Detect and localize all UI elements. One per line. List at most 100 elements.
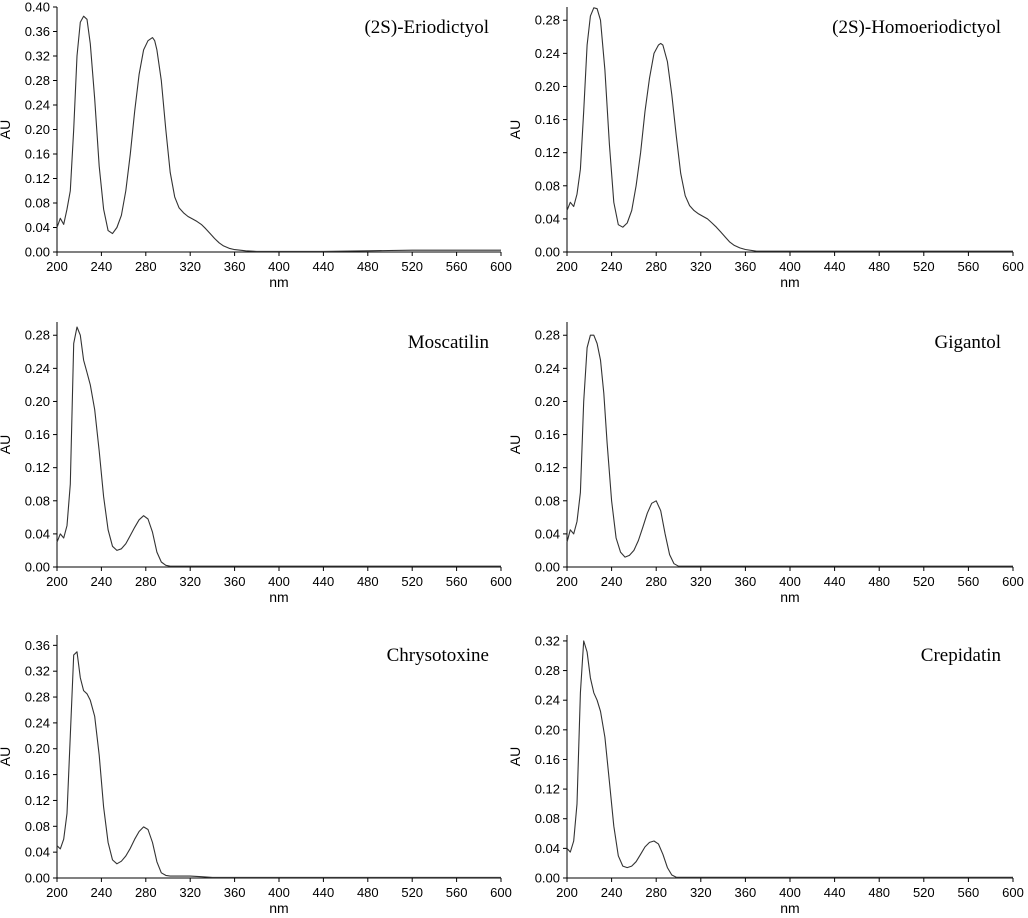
y-tick-label: 0.16 <box>535 752 560 767</box>
y-tick-label: 0.16 <box>535 427 560 442</box>
spectrum-panel: 0.00 0.04 0.08 0.12 0.16 0.20 0.24 0.28 0.32 0.36… <box>0 0 512 290</box>
x-tick-label: 320 <box>690 259 712 274</box>
x-tick-label: 320 <box>179 259 201 274</box>
y-tick-label: 0.24 <box>535 46 560 61</box>
spectrum-line <box>566 334 1013 567</box>
x-tick-label: 400 <box>779 259 801 274</box>
x-tick-label: 560 <box>446 574 468 589</box>
x-tick-label: 480 <box>868 259 890 274</box>
y-axis-label: AU <box>0 747 13 766</box>
x-tick-label: 480 <box>868 885 890 900</box>
y-tick-label: 0.24 <box>535 693 560 708</box>
x-tick-label: 360 <box>735 885 757 900</box>
x-axis-label: nm <box>780 589 799 605</box>
y-tick-label: 0.20 <box>25 741 50 756</box>
y-axis-label: AU <box>507 120 523 139</box>
x-tick-label: 480 <box>357 574 379 589</box>
x-tick-label: 280 <box>645 259 667 274</box>
x-tick-label: 240 <box>601 259 623 274</box>
x-tick-label: 360 <box>224 885 246 900</box>
spectrum-panel: 0.00 0.04 0.08 0.12 0.16 0.20 0.24 0.28 200 240 28… <box>0 322 512 605</box>
spectrum-line <box>56 15 501 252</box>
y-tick-label: 0.28 <box>535 13 560 28</box>
x-tick-label: 360 <box>224 259 246 274</box>
x-tick-label: 600 <box>1002 259 1024 274</box>
panel-title: (2S)-Eriodictyol <box>364 17 489 38</box>
x-tick-label: 440 <box>824 885 846 900</box>
spectrum-line <box>566 7 1013 252</box>
y-axis-label: AU <box>507 435 523 454</box>
spectrum-panel: 0.00 0.04 0.08 0.12 0.16 0.20 0.24 0.28 200 240 28… <box>507 7 1024 290</box>
x-tick-label: 240 <box>91 885 113 900</box>
x-tick-label: 520 <box>401 259 423 274</box>
x-tick-label: 520 <box>401 885 423 900</box>
y-tick-label: 0.24 <box>535 361 560 376</box>
y-tick-label: 0.00 <box>25 560 50 575</box>
x-tick-label: 200 <box>556 574 578 589</box>
x-axis-label: nm <box>780 900 799 916</box>
panel-title: Crepidatin <box>921 645 1002 666</box>
panel-title: Moscatilin <box>408 332 490 353</box>
x-tick-label: 400 <box>268 885 290 900</box>
y-tick-label: 0.08 <box>535 178 560 193</box>
spectrum-line <box>566 640 1013 878</box>
x-tick-label: 400 <box>268 574 290 589</box>
x-tick-label: 520 <box>401 574 423 589</box>
y-tick-label: 0.08 <box>535 811 560 826</box>
y-tick-label: 0.20 <box>25 122 50 137</box>
y-tick-label: 0.20 <box>25 394 50 409</box>
x-tick-label: 240 <box>601 574 623 589</box>
x-tick-label: 280 <box>645 885 667 900</box>
spectrum-panel: 0.00 0.04 0.08 0.12 0.16 0.20 0.24 0.28 200 240 28… <box>507 322 1024 605</box>
x-tick-label: 320 <box>179 885 201 900</box>
x-tick-label: 440 <box>824 259 846 274</box>
x-tick-label: 200 <box>46 574 68 589</box>
y-tick-label: 0.12 <box>25 793 50 808</box>
spectrum-panel: 0.00 0.04 0.08 0.12 0.16 0.20 0.24 0.28 0.32 200 2… <box>507 633 1024 916</box>
y-tick-label: 0.28 <box>535 328 560 343</box>
y-tick-label: 0.16 <box>25 147 50 162</box>
x-tick-label: 440 <box>824 574 846 589</box>
x-tick-label: 560 <box>958 259 980 274</box>
y-tick-label: 0.24 <box>25 361 50 376</box>
panel-title: (2S)-Homoeriodictyol <box>832 17 1001 38</box>
x-tick-label: 520 <box>913 259 935 274</box>
y-tick-label: 0.40 <box>25 0 50 15</box>
x-tick-label: 360 <box>735 574 757 589</box>
x-tick-label: 560 <box>446 885 468 900</box>
spectrum-panel: 0.00 0.04 0.08 0.12 0.16 0.20 0.24 0.28 0.32 0.36… <box>0 635 512 916</box>
y-tick-label: 0.00 <box>535 560 560 575</box>
y-axis-label: AU <box>0 120 13 139</box>
x-tick-label: 280 <box>645 574 667 589</box>
y-tick-label: 0.04 <box>25 220 50 235</box>
panel-title: Gigantol <box>935 332 1002 353</box>
x-tick-label: 560 <box>958 885 980 900</box>
y-tick-label: 0.00 <box>535 871 560 886</box>
x-tick-label: 400 <box>268 259 290 274</box>
x-tick-label: 320 <box>690 574 712 589</box>
x-tick-label: 440 <box>313 259 335 274</box>
y-tick-label: 0.20 <box>535 79 560 94</box>
y-tick-label: 0.12 <box>25 171 50 186</box>
x-tick-label: 280 <box>135 574 157 589</box>
x-tick-label: 200 <box>46 259 68 274</box>
y-tick-label: 0.32 <box>535 633 560 648</box>
x-tick-label: 280 <box>135 259 157 274</box>
panel-title: Chrysotoxine <box>387 645 489 666</box>
y-tick-label: 0.12 <box>535 460 560 475</box>
y-tick-label: 0.24 <box>25 715 50 730</box>
x-axis-label: nm <box>269 900 288 916</box>
y-tick-label: 0.28 <box>25 73 50 88</box>
y-tick-label: 0.32 <box>25 664 50 679</box>
x-tick-label: 480 <box>357 885 379 900</box>
y-tick-label: 0.04 <box>535 526 560 541</box>
x-tick-label: 320 <box>690 885 712 900</box>
x-tick-label: 480 <box>357 259 379 274</box>
x-axis-label: nm <box>269 589 288 605</box>
y-tick-label: 0.32 <box>25 49 50 64</box>
y-tick-label: 0.36 <box>25 24 50 39</box>
x-tick-label: 600 <box>490 259 512 274</box>
x-tick-label: 360 <box>224 574 246 589</box>
y-tick-label: 0.08 <box>25 493 50 508</box>
x-tick-label: 200 <box>556 259 578 274</box>
